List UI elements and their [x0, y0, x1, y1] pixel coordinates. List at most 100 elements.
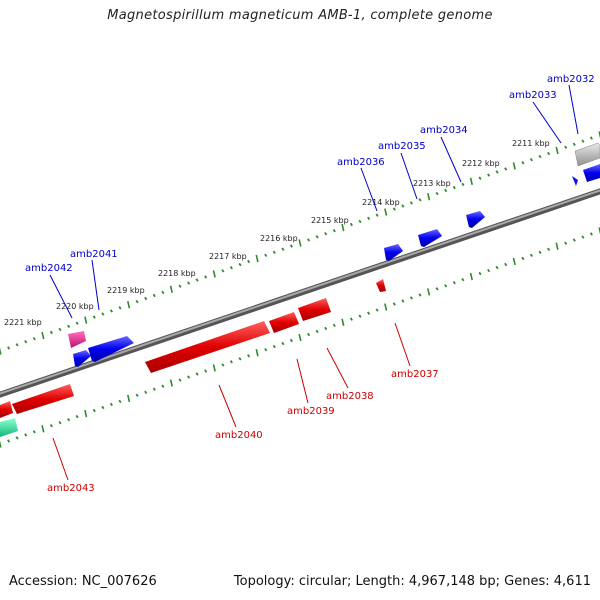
- outer-minor-tick: [204, 275, 208, 279]
- inner-minor-tick: [392, 302, 396, 306]
- outer-major-tick: [384, 208, 388, 216]
- inner-minor-tick: [247, 354, 251, 358]
- inner-minor-tick: [324, 326, 328, 331]
- gene-amb2039-arrow[interactable]: [269, 312, 299, 333]
- inner-minor-tick: [358, 314, 362, 318]
- leader-amb2032: [568, 84, 579, 135]
- label-amb2040[interactable]: amb2040: [215, 430, 263, 441]
- outer-minor-tick: [367, 216, 371, 220]
- outer-major-tick: [255, 254, 259, 263]
- gene-amb2042-arrow[interactable]: [68, 331, 86, 348]
- leader-amb2036: [360, 167, 378, 212]
- gene-amb2037-arrow[interactable]: [376, 279, 386, 292]
- inner-minor-tick: [452, 281, 456, 285]
- outer-major-tick: [427, 193, 431, 201]
- inner-minor-tick: [187, 375, 191, 379]
- tick-label-2211: 2211 kbp: [512, 139, 550, 148]
- inner-minor-tick: [367, 311, 371, 315]
- outer-minor-tick: [289, 244, 293, 248]
- leader-amb2042: [49, 274, 73, 319]
- tick-label-2220: 2220 kbp: [56, 302, 94, 311]
- gene-amb2038-arrow[interactable]: [298, 298, 331, 321]
- outer-minor-tick: [461, 182, 465, 187]
- inner-minor-tick: [264, 348, 268, 352]
- outer-minor-tick: [264, 253, 268, 257]
- outer-major-tick: [512, 162, 516, 170]
- inner-minor-tick: [289, 338, 293, 343]
- leader-amb2035: [400, 152, 418, 200]
- label-amb2037[interactable]: amb2037: [391, 369, 439, 380]
- outer-minor-tick: [315, 235, 319, 239]
- inner-minor-tick: [435, 287, 439, 291]
- label-amb2036[interactable]: amb2036: [337, 157, 385, 168]
- forward-strand-genes: [68, 142, 600, 367]
- label-amb2039[interactable]: amb2039: [287, 406, 335, 417]
- outer-minor-tick: [152, 293, 156, 298]
- outer-minor-tick: [67, 324, 71, 328]
- outer-major-tick: [212, 270, 216, 278]
- outer-minor-tick: [24, 340, 28, 344]
- outer-minor-tick: [58, 327, 62, 332]
- inner-tick-track: [0, 227, 600, 448]
- gene-amb2040-arrow[interactable]: [145, 321, 270, 373]
- outer-minor-tick: [187, 281, 191, 285]
- inner-major-tick: [169, 379, 173, 387]
- gene-green-arrow[interactable]: [0, 418, 18, 437]
- inner-major-tick: [298, 333, 302, 342]
- outer-major-tick: [469, 177, 473, 185]
- inner-minor-tick: [409, 296, 413, 300]
- gene-amb2043b-arrow[interactable]: [0, 401, 13, 418]
- inner-minor-tick: [444, 284, 448, 288]
- label-amb2033[interactable]: amb2033: [509, 90, 557, 101]
- genome-summary-text: Topology: circular; Length: 4,967,148 bp…: [233, 574, 591, 589]
- inner-minor-tick: [375, 308, 379, 312]
- gene-amb2041-arrow[interactable]: [88, 336, 134, 362]
- inner-major-tick: [84, 409, 88, 418]
- reverse-strand-genes: [0, 279, 386, 437]
- label-amb2042[interactable]: amb2042: [25, 263, 73, 274]
- gene-amb2036-arrow[interactable]: [384, 244, 403, 261]
- inner-minor-tick: [521, 256, 525, 261]
- outer-minor-tick: [195, 278, 199, 282]
- gene-amb2034-arrow[interactable]: [466, 211, 485, 228]
- gene-amb2035-arrow[interactable]: [418, 229, 442, 247]
- leader-amb2043: [52, 437, 69, 481]
- tick-label-2214: 2214 kbp: [362, 198, 400, 207]
- outer-minor-tick: [401, 204, 405, 208]
- inner-major-tick: [255, 349, 259, 357]
- inner-minor-tick: [487, 268, 491, 273]
- outer-major-tick: [598, 131, 600, 139]
- tick-label-2221: 2221 kbp: [4, 318, 42, 327]
- label-amb2032[interactable]: amb2032: [547, 74, 595, 85]
- inner-major-tick: [341, 318, 345, 326]
- gene-amb2033-tip[interactable]: [572, 176, 578, 186]
- label-amb2038[interactable]: amb2038: [326, 391, 374, 402]
- gene-amb2041b-arrow[interactable]: [73, 350, 91, 367]
- outer-minor-tick: [15, 343, 19, 347]
- inner-minor-tick: [49, 424, 53, 428]
- outer-minor-tick: [49, 330, 53, 335]
- gene-amb2043-arrow[interactable]: [12, 384, 74, 414]
- outer-minor-tick: [144, 296, 148, 301]
- inner-minor-tick: [7, 439, 11, 443]
- inner-minor-tick: [418, 293, 422, 297]
- inner-minor-tick: [229, 360, 233, 364]
- tick-label-2215: 2215 kbp: [311, 216, 349, 225]
- label-amb2035[interactable]: amb2035: [378, 141, 426, 152]
- inner-minor-tick: [572, 238, 576, 242]
- inner-major-tick: [384, 303, 388, 311]
- label-amb2034[interactable]: amb2034: [420, 125, 468, 136]
- label-amb2043[interactable]: amb2043: [47, 483, 95, 494]
- gene-amb2033-arrow[interactable]: [583, 164, 600, 182]
- outer-minor-tick: [281, 247, 285, 251]
- inner-major-tick: [469, 272, 473, 281]
- outer-minor-tick: [101, 312, 105, 316]
- outer-minor-tick: [109, 309, 113, 313]
- inner-minor-tick: [495, 265, 499, 270]
- gene-amb2032-arrow[interactable]: [574, 142, 600, 167]
- inner-minor-tick: [161, 384, 165, 388]
- outer-minor-tick: [444, 188, 448, 193]
- label-amb2041[interactable]: amb2041: [70, 249, 118, 260]
- outer-minor-tick: [487, 173, 491, 177]
